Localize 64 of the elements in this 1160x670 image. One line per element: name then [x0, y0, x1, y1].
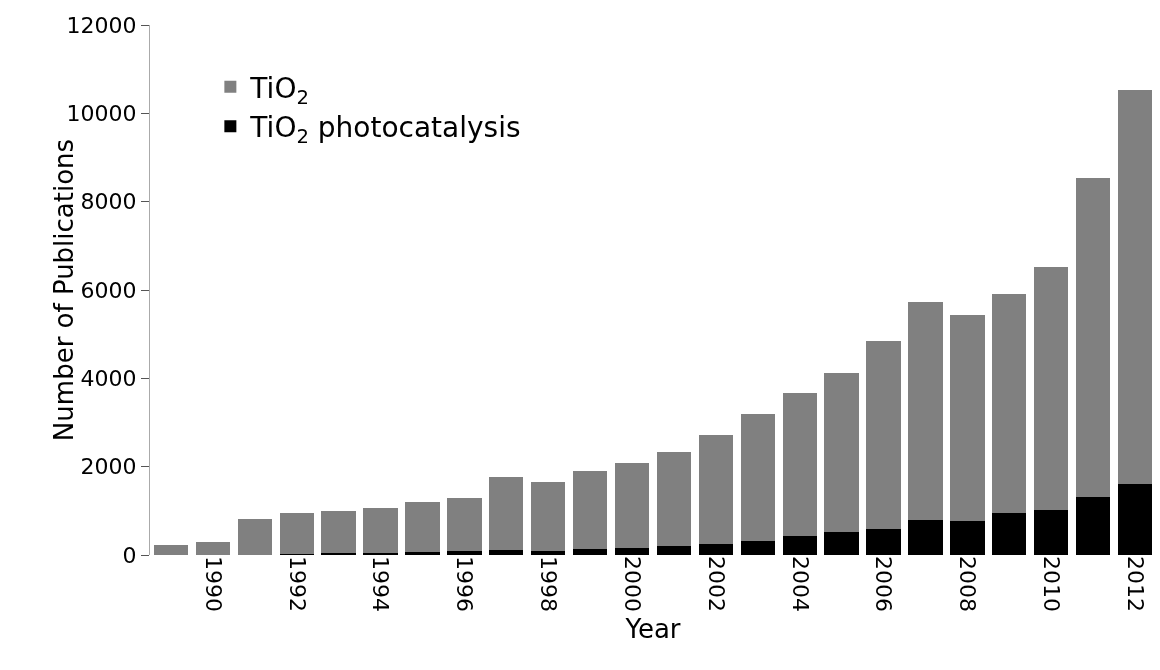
bar — [824, 373, 859, 533]
x-tick-label: 2004 — [787, 556, 813, 612]
bar — [572, 471, 608, 549]
bar — [950, 315, 985, 521]
bar — [782, 536, 817, 555]
bar — [824, 532, 859, 555]
y-tick-label: 12000 — [66, 12, 137, 38]
y-tick-label: 6000 — [80, 277, 137, 303]
bar — [447, 551, 482, 555]
bar — [698, 435, 734, 544]
x-tick-label: 1994 — [368, 556, 394, 612]
bar — [992, 294, 1027, 514]
y-tick-label: 0 — [122, 542, 137, 568]
bar — [866, 340, 901, 529]
y-tick-label: 8000 — [80, 189, 137, 215]
x-tick-label: 2000 — [619, 556, 645, 612]
legend-label: TiO$_{2}$ photocatalysis — [249, 111, 521, 148]
x-tick-label: 1990 — [200, 556, 226, 612]
legend-label: TiO$_{2}$ — [249, 71, 309, 109]
bar — [1075, 178, 1111, 498]
bar — [572, 548, 608, 555]
bar — [866, 528, 901, 555]
bar — [614, 548, 650, 555]
bar — [405, 552, 440, 555]
x-axis-title: Year — [624, 613, 681, 644]
x-tick-label: 1992 — [284, 556, 310, 612]
x-tick-label: 1998 — [536, 556, 562, 612]
bar — [740, 540, 775, 555]
bar — [1117, 484, 1153, 555]
bar — [489, 477, 524, 551]
x-tick-label: 2006 — [871, 556, 897, 612]
bar — [992, 513, 1027, 555]
bar — [908, 301, 943, 521]
bar — [1034, 267, 1069, 510]
x-tick-label: 1996 — [452, 556, 478, 612]
x-tick-label: 2010 — [1039, 556, 1065, 612]
bar — [740, 414, 775, 541]
y-tick-label: 4000 — [80, 366, 137, 392]
bar — [1034, 509, 1069, 555]
bar — [153, 544, 189, 555]
bar — [321, 510, 356, 554]
bar — [447, 498, 482, 552]
bar — [279, 513, 314, 555]
bar — [908, 520, 943, 555]
bar — [363, 508, 398, 554]
x-tick-label: 2012 — [1122, 556, 1148, 612]
x-tick-label: 2002 — [703, 556, 729, 612]
bar — [1075, 497, 1111, 555]
bar — [1117, 89, 1153, 485]
bar — [195, 542, 231, 555]
bar — [656, 452, 692, 546]
y-tick-label: 2000 — [80, 454, 137, 480]
bar — [237, 518, 272, 555]
x-tick-label: 2008 — [955, 556, 981, 612]
bar — [531, 481, 566, 551]
bar — [698, 543, 734, 555]
y-tick-label: 10000 — [66, 101, 137, 127]
bar — [782, 392, 817, 537]
y-axis-title: Number of Publications — [48, 138, 79, 442]
bar — [656, 545, 692, 555]
bar — [614, 463, 650, 549]
bar — [489, 550, 524, 555]
bar — [950, 520, 985, 555]
bar — [405, 501, 440, 553]
